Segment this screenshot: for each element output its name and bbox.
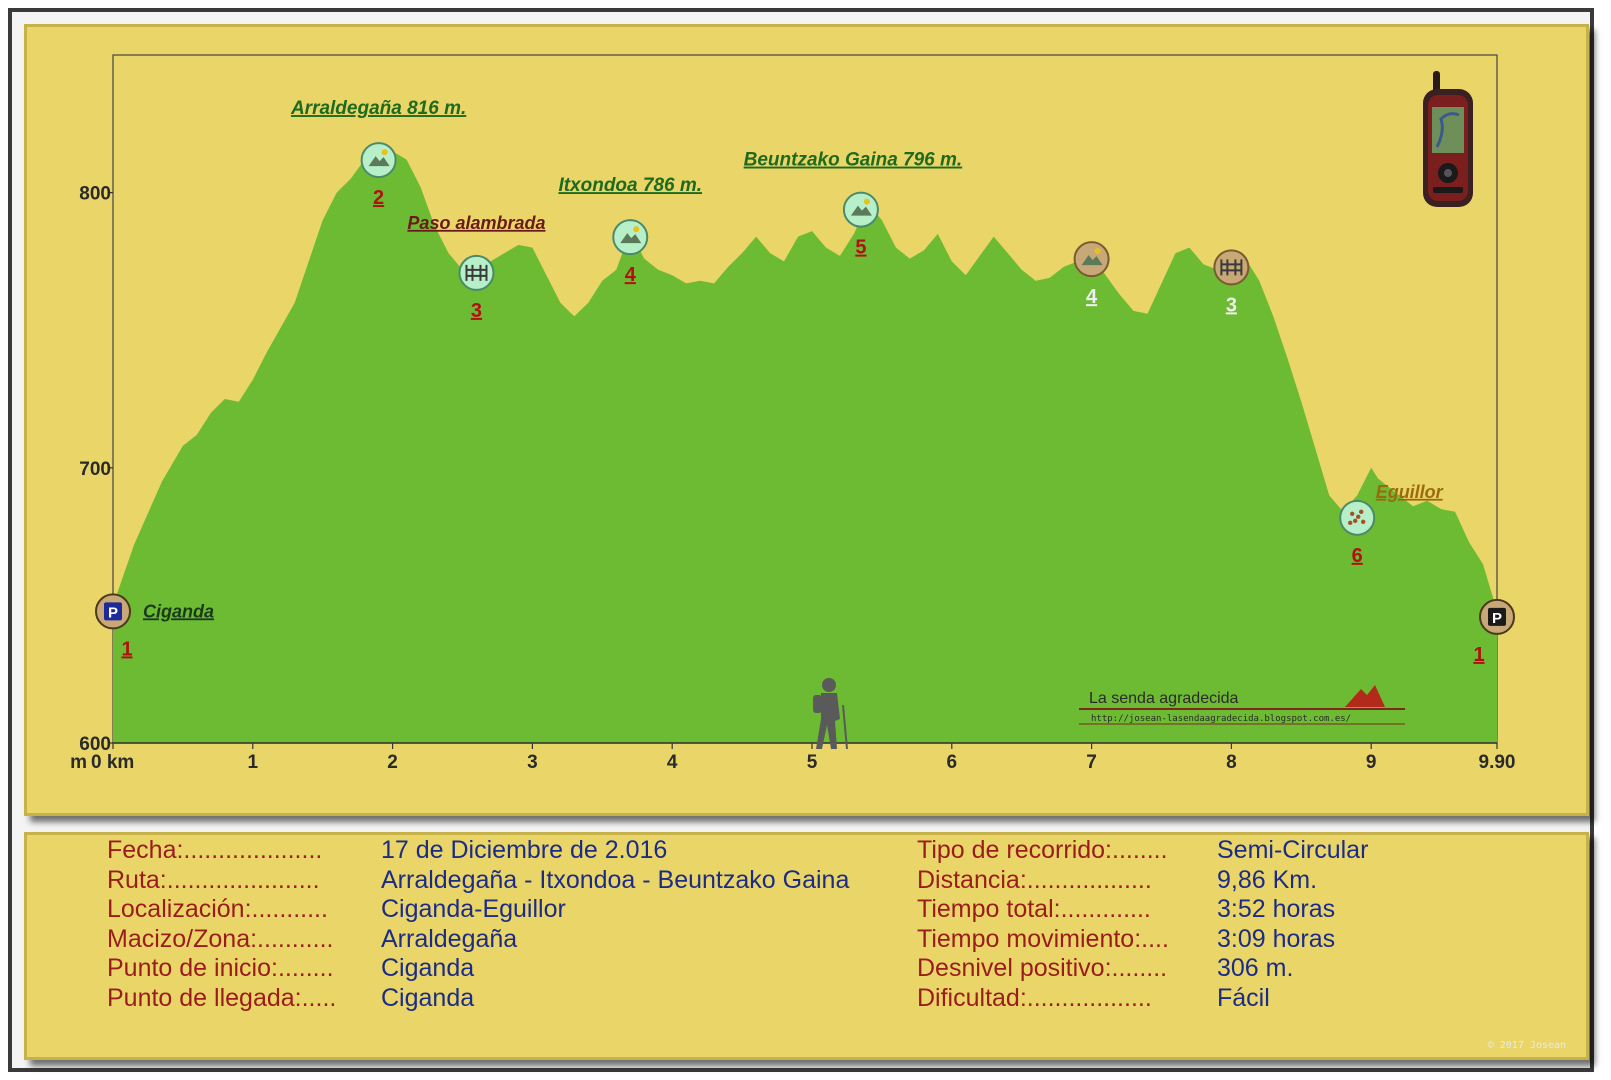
house-dot-icon: [1361, 519, 1366, 525]
y-tick-label: 600: [79, 734, 111, 755]
parking-icon-letter: P: [1492, 610, 1502, 627]
info-value: 306 m.: [1217, 954, 1294, 983]
waypoint-number: 6: [1352, 545, 1363, 567]
route-info-panel: Fecha:.................... 17 de Diciembr…: [24, 832, 1589, 1060]
summit-icon: [368, 156, 390, 167]
waypoint-number: 3: [1226, 294, 1237, 316]
sun-icon: [633, 226, 640, 233]
info-label: Desnivel positivo:........: [917, 954, 1168, 983]
x-tick-label: 7: [1086, 752, 1097, 773]
info-value: Semi-Circular: [1217, 836, 1369, 864]
y-unit-label: m: [70, 752, 87, 773]
elevation-profile-panel: 0 km 1 2 3 4 5 6 7 8 9 9.90 600 700 800 m P 1 Ciganda 2 Ar…: [24, 24, 1589, 816]
elevation-area-layer: [113, 151, 1497, 744]
y-tick-label: 700: [79, 459, 111, 480]
waypoint-name: Eguillor: [1376, 482, 1444, 502]
house-dot-icon: [1353, 518, 1358, 524]
info-value: Arraldegaña: [381, 924, 518, 953]
house-dot-icon: [1350, 511, 1355, 517]
x-tick-label: 1: [248, 752, 259, 773]
elevation-area: [113, 151, 1497, 744]
house-dot-icon: [1348, 520, 1353, 526]
waypoint-number: 1: [1473, 644, 1484, 666]
hiker-icon: [813, 678, 848, 750]
info-label: Tiempo movimiento:....: [917, 924, 1169, 953]
x-tick-label: 5: [807, 752, 818, 773]
fence-icon: [465, 264, 488, 281]
summit-icon: [850, 205, 872, 216]
blog-logo: La senda agradecida http://josean-lasend…: [1079, 685, 1405, 725]
info-label: Distancia:..................: [917, 865, 1152, 894]
sun-icon: [381, 149, 388, 156]
waypoint-number: 5: [855, 237, 866, 259]
house-dot-icon: [1356, 514, 1361, 520]
waypoint-number: 2: [373, 187, 384, 209]
waypoint-name: Ciganda: [143, 601, 214, 621]
x-tick-label: 9: [1366, 752, 1377, 773]
house-dot-icon: [1359, 509, 1364, 515]
axis-layer: 0 km 1 2 3 4 5 6 7 8 9 9.90 600 700 800 m: [70, 184, 1515, 773]
waypoint-4: 4 Itxondoa 786 m.: [558, 175, 702, 286]
waypoint-number: 4: [625, 264, 637, 286]
waypoint-3: 3 Paso alambrada: [407, 213, 545, 322]
waypoint-marker: [1213, 249, 1250, 286]
sun-icon: [1094, 248, 1101, 255]
mountain-logo-icon: [1345, 685, 1385, 707]
waypoint-number: 1: [121, 638, 132, 660]
info-value: Fácil: [1217, 984, 1270, 1012]
waypoint-2: 2 Arraldegaña 816 m.: [290, 98, 466, 209]
parking-icon-letter: P: [108, 604, 118, 621]
copyright-text: © 2017 Josean: [1487, 1040, 1566, 1051]
info-value: Ciganda: [381, 984, 475, 1012]
info-label: Fecha:....................: [107, 836, 323, 864]
waypoint-name: Itxondoa 786 m.: [558, 175, 702, 196]
waypoint-name: Paso alambrada: [407, 213, 545, 233]
blog-url: http://josean-lasendaagradecida.blogspot…: [1091, 714, 1351, 724]
info-label: Ruta:......................: [107, 865, 320, 894]
info-value: Arraldegaña - Itxondoa - Beuntzako Gaina: [381, 865, 850, 894]
info-value: Ciganda: [381, 954, 475, 983]
summit-icon: [620, 233, 642, 244]
parking-icon: [1488, 607, 1506, 626]
info-label: Tiempo total:.............: [917, 895, 1151, 924]
x-tick-label: 3: [527, 752, 538, 773]
waypoint-name: Arraldegaña 816 m.: [290, 98, 466, 119]
waypoint-marker: [458, 254, 495, 291]
waypoint-number: 4: [1086, 286, 1098, 308]
info-label: Localización:...........: [107, 895, 328, 924]
waypoint-1: P1 Ciganda: [95, 593, 214, 660]
info-label: Punto de llegada:.....: [107, 984, 337, 1012]
x-tick-label: 0 km: [91, 752, 134, 773]
info-label: Tipo de recorrido:........: [917, 836, 1168, 864]
info-value: 17 de Diciembre de 2.016: [381, 836, 668, 864]
info-label: Macizo/Zona:...........: [107, 924, 334, 953]
waypoint-number: 3: [471, 300, 482, 322]
waypoint-6: 4: [1073, 241, 1110, 308]
x-tick-label: 8: [1226, 752, 1237, 773]
x-tick-label: 2: [387, 752, 398, 773]
info-value: Ciganda-Eguillor: [381, 895, 566, 924]
x-tick-label: 6: [946, 752, 957, 773]
waypoint-name: Beuntzako Gaina 796 m.: [744, 150, 963, 171]
waypoint-8: 6 Eguillor: [1339, 482, 1444, 567]
sun-icon: [863, 198, 870, 205]
waypoint-9: P1: [1473, 598, 1515, 666]
info-value: 9,86 Km.: [1217, 865, 1318, 894]
x-tick-label: 9.90: [1479, 752, 1516, 773]
y-tick-label: 800: [79, 184, 111, 205]
info-label: Punto de inicio:........: [107, 954, 334, 983]
info-value: 3:09 horas: [1217, 924, 1336, 953]
parking-icon: [104, 602, 122, 621]
gps-device-icon: [1423, 71, 1473, 207]
info-value: 3:52 horas: [1217, 895, 1336, 924]
fence-icon: [1220, 259, 1243, 276]
info-label: Dificultad:..................: [917, 984, 1152, 1012]
waypoint-5: 5 Beuntzako Gaina 796 m.: [744, 150, 963, 259]
waypoint-7: 3: [1213, 249, 1250, 316]
x-tick-label: 4: [667, 752, 678, 773]
blog-name: La senda agradecida: [1089, 690, 1239, 707]
